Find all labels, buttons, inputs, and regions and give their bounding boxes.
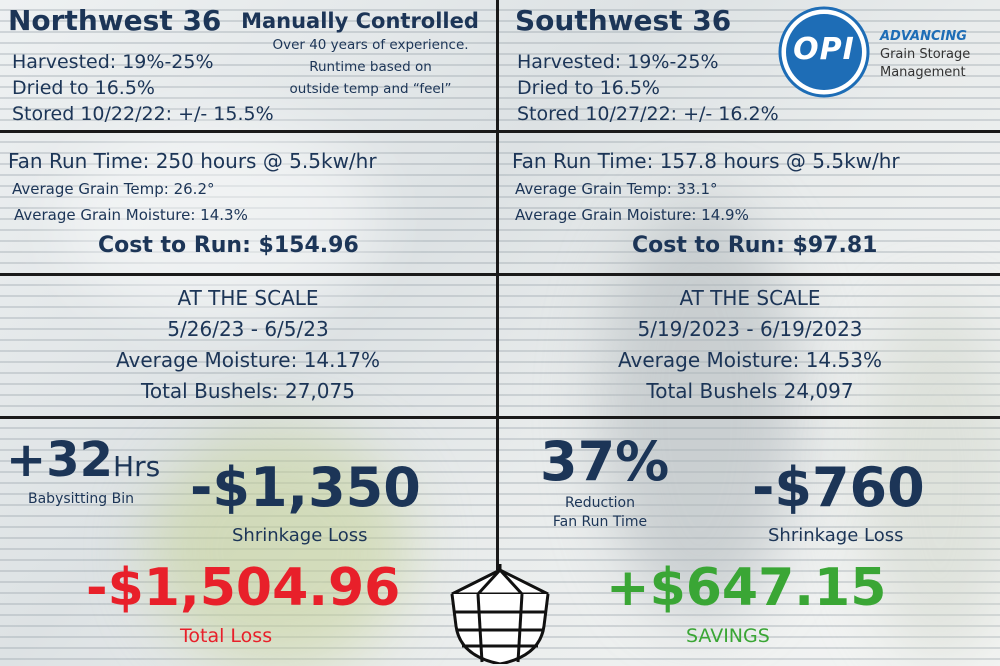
logo-tagline-3: Management (880, 65, 966, 80)
manual-line-2: Runtime based on (309, 59, 432, 75)
nw-extra-hours-unit: Hrs (113, 450, 161, 483)
opi-logo-mark (778, 6, 870, 98)
row-divider-3 (0, 416, 1000, 419)
nw-scale-heading: AT THE SCALE (177, 286, 319, 310)
grain-bin-icon (450, 564, 550, 664)
sw-dried: Dried to 16.5% (517, 77, 660, 99)
nw-scale-bushels: Total Bushels: 27,075 (141, 379, 355, 403)
logo-tagline-1: ADVANCING (880, 29, 967, 44)
opi-logo: OPI (778, 6, 870, 98)
nw-shrink-label: Shrinkage Loss (232, 525, 368, 546)
sw-cost-to-run: Cost to Run: $97.81 (632, 233, 878, 258)
nw-total-loss-label: Total Loss (180, 625, 273, 647)
sw-reduction-value: 37% (540, 430, 670, 493)
background-corn-blur (150, 430, 410, 666)
sw-harvested: Harvested: 19%-25% (517, 51, 719, 73)
nw-shrink-value: -$1,350 (190, 456, 421, 519)
nw-dried: Dried to 16.5% (12, 77, 155, 99)
sw-scale-dates: 5/19/2023 - 6/19/2023 (637, 317, 863, 341)
sw-shrink-label: Shrinkage Loss (768, 525, 904, 546)
background-leaf-blur (860, 300, 1000, 660)
sw-fan-runtime: Fan Run Time: 157.8 hours @ 5.5kw/hr (512, 149, 900, 173)
row-divider-1 (0, 130, 1000, 133)
sw-grain-moisture: Average Grain Moisture: 14.9% (515, 206, 749, 224)
sw-title: Southwest 36 (515, 4, 732, 37)
sw-stored: Stored 10/27/22: +/- 16.2% (517, 103, 779, 125)
nw-extra-hours-label: Babysitting Bin (28, 491, 134, 507)
nw-title: Northwest 36 (8, 4, 222, 37)
nw-extra-hours: +32Hrs (6, 434, 160, 487)
sw-shrink-value: -$760 (752, 456, 925, 519)
nw-fan-runtime: Fan Run Time: 250 hours @ 5.5kw/hr (8, 149, 377, 173)
manual-heading: Manually Controlled (241, 9, 479, 33)
row-divider-2 (0, 273, 1000, 276)
sw-savings-label: SAVINGS (686, 625, 770, 647)
nw-cost-to-run: Cost to Run: $154.96 (98, 233, 359, 258)
sw-scale-moisture: Average Moisture: 14.53% (618, 348, 882, 372)
manual-line-1: Over 40 years of experience. (272, 37, 469, 53)
manual-line-3: outside temp and “feel” (289, 81, 452, 97)
sw-grain-temp: Average Grain Temp: 33.1° (515, 180, 718, 198)
nw-scale-dates: 5/26/23 - 6/5/23 (167, 317, 329, 341)
nw-grain-moisture: Average Grain Moisture: 14.3% (14, 206, 248, 224)
background-bin-blur (600, 200, 800, 620)
sw-reduction-label-2: Fan Run Time (552, 514, 648, 530)
nw-scale-moisture: Average Moisture: 14.17% (116, 348, 380, 372)
nw-total-loss-value: -$1,504.96 (86, 558, 401, 618)
logo-tagline-2: Grain Storage (880, 47, 971, 62)
background-highlight (60, 120, 380, 320)
nw-extra-hours-value: +32 (6, 432, 114, 488)
nw-stored: Stored 10/22/22: +/- 15.5% (12, 103, 274, 125)
vertical-divider (496, 0, 499, 570)
sw-savings-value: +$647.15 (606, 558, 887, 618)
sw-scale-heading: AT THE SCALE (679, 286, 821, 310)
nw-grain-temp: Average Grain Temp: 26.2° (12, 180, 215, 198)
sw-scale-bushels: Total Bushels 24,097 (646, 379, 854, 403)
sw-reduction-label-1: Reduction (565, 495, 635, 511)
opi-logo-text: OPI (793, 32, 855, 67)
nw-harvested: Harvested: 19%-25% (12, 51, 214, 73)
